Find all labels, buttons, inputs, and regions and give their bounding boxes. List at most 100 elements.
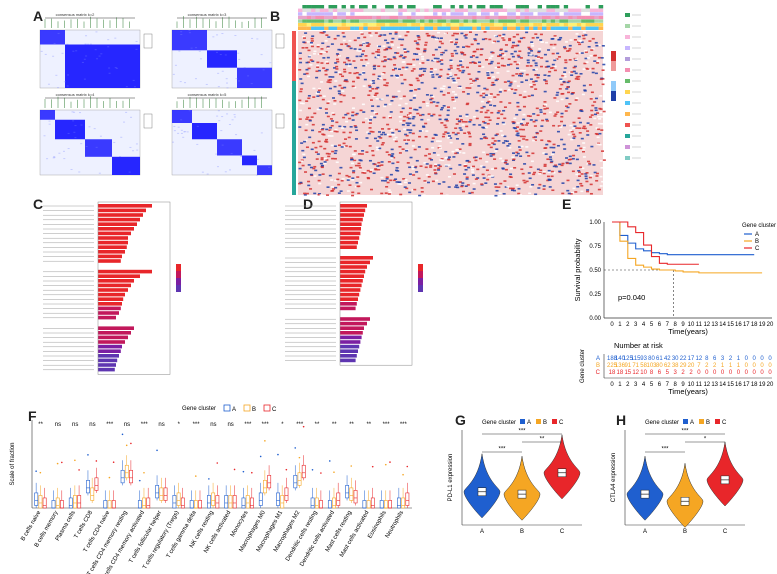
enrichment-bar: [98, 306, 121, 311]
heatmap-cell: [568, 103, 572, 105]
annotation-cell: [420, 15, 425, 20]
heatmap-cell: [516, 54, 520, 57]
heatmap-cell: [566, 189, 570, 192]
heatmap-cell: [543, 90, 547, 93]
annotation-cell: [589, 15, 595, 20]
consensus-noise: [46, 158, 49, 160]
annotation-cell: [337, 26, 342, 30]
risk-count: 22: [680, 356, 687, 362]
heatmap-cell: [594, 109, 598, 112]
heatmap-cell: [468, 142, 472, 145]
consensus-noise: [53, 157, 56, 159]
consensus-noise: [186, 131, 189, 133]
heatmap-cell: [446, 109, 450, 112]
heatmap-cell: [328, 81, 332, 84]
heatmap-cell: [537, 50, 541, 53]
consensus-title: consensus matrix k=5: [188, 92, 228, 97]
heatmap-cell: [335, 130, 339, 133]
heatmap-cell: [419, 75, 423, 77]
risk-count: 2: [689, 370, 693, 376]
legend-title: Gene cluster: [482, 420, 516, 426]
annotation-cell: [459, 5, 464, 9]
annotation-cell: [354, 15, 360, 20]
enrichment-bar: [340, 256, 373, 260]
legend-title: Gene cluster: [645, 420, 679, 426]
x-tick-label: 0: [610, 322, 614, 328]
consensus-noise: [190, 47, 193, 49]
consensus-noise: [238, 58, 241, 60]
heatmap-cell: [591, 71, 595, 74]
annotation-cell: [332, 8, 338, 12]
heatmap-cell: [598, 132, 602, 135]
heatmap-cell: [337, 183, 341, 186]
heatmap-cell: [390, 99, 394, 102]
heatmap-cell: [467, 45, 471, 48]
heatmap-cell: [578, 51, 582, 54]
heatmap-cell: [500, 57, 504, 60]
heatmap-cell: [403, 115, 407, 118]
heatmap-cell: [373, 94, 377, 97]
heatmap-cell: [451, 91, 455, 93]
heatmap-cell: [348, 145, 352, 148]
heatmap-cell: [374, 32, 378, 34]
heatmap-cell: [597, 44, 601, 46]
heatmap-cell: [497, 140, 501, 142]
heatmap-cell: [360, 153, 364, 155]
annotation-cell: [341, 19, 347, 23]
box-a: [172, 495, 177, 509]
heatmap-cell: [313, 112, 317, 115]
consensus-block: [172, 30, 207, 51]
heatmap-cell: [333, 67, 337, 69]
heatmap-cell: [333, 145, 337, 148]
heatmap-cell: [376, 86, 380, 89]
heatmap-cell: [452, 79, 456, 82]
heatmap-cell: [590, 49, 594, 51]
heatmap-cell: [530, 86, 534, 88]
heatmap-cell: [544, 80, 548, 82]
heatmap-cell: [564, 59, 568, 61]
heatmap-cell: [578, 40, 582, 42]
annotation-cell: [315, 12, 320, 16]
heatmap-cell: [503, 135, 507, 138]
heatmap-cell: [494, 134, 498, 137]
heatmap-cell: [522, 105, 526, 108]
outlier: [208, 478, 210, 480]
box-c: [336, 492, 341, 506]
heatmap-cell: [494, 79, 498, 82]
heatmap-cell: [478, 61, 482, 64]
heatmap-cell: [321, 127, 325, 130]
heatmap-cell: [383, 84, 387, 86]
heatmap-cell: [480, 165, 484, 167]
heatmap-cell: [560, 115, 564, 118]
enrichment-bar: [98, 297, 124, 301]
heatmap-cell: [475, 109, 479, 112]
annotation-cell: [515, 12, 521, 16]
significance-label: ***: [262, 422, 270, 428]
heatmap-cell: [353, 125, 357, 127]
heatmap-cell: [560, 164, 564, 167]
outlier: [277, 453, 279, 456]
heatmap-cell: [568, 48, 572, 50]
annotation-cell: [306, 23, 312, 27]
heatmap-cell: [321, 133, 325, 136]
heatmap-cell: [572, 137, 576, 140]
outlier: [216, 462, 219, 464]
heatmap-cell: [502, 39, 506, 41]
heatmap-cell: [359, 44, 363, 47]
heatmap-cell: [486, 178, 490, 181]
annotation-cell: [437, 15, 442, 20]
heatmap-cell: [542, 105, 546, 107]
heatmap-cell: [460, 185, 464, 188]
box-b: [366, 500, 371, 509]
risk-x-tick: 20: [767, 382, 774, 388]
risk-count: 42: [664, 356, 671, 362]
annotation-cell: [385, 5, 390, 9]
box-b: [142, 497, 146, 509]
annotation-cell: [481, 15, 486, 20]
heatmap-cell: [508, 84, 512, 87]
annotation-cell: [302, 12, 307, 16]
heatmap-cell: [582, 37, 586, 40]
heatmap-cell: [311, 35, 315, 37]
enrichment-bar: [98, 331, 131, 335]
heatmap-cell: [400, 74, 404, 76]
